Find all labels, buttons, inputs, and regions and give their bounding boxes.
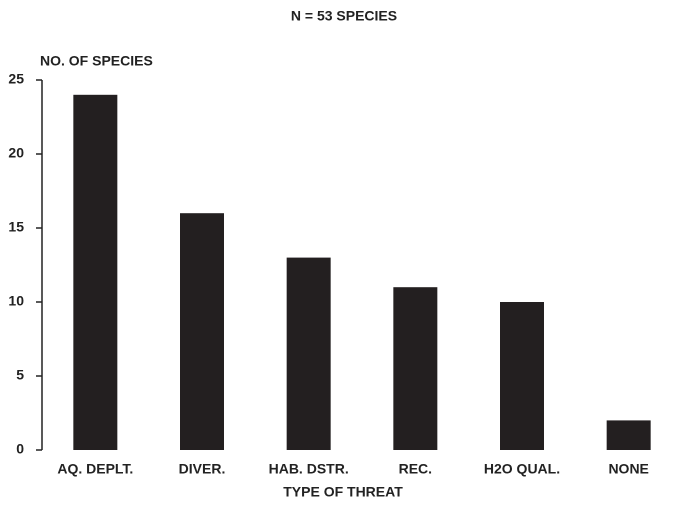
bar [606,420,651,450]
bar [500,302,544,450]
y-tick-label: 15 [8,219,24,235]
y-axis-label: NO. OF SPECIES [40,53,153,69]
y-tick-label: 25 [8,71,24,87]
bar [73,94,118,451]
x-tick-label: H2O QUAL. [484,461,560,477]
bar [393,287,438,450]
bar [286,257,331,450]
y-tick-label: 0 [16,441,24,457]
x-axis-label: TYPE OF THREAT [283,484,403,500]
x-tick-label: NONE [608,461,648,477]
y-tick-label: 10 [8,293,24,309]
bar [180,213,224,450]
x-tick-label: AQ. DEPLT. [57,461,133,477]
x-tick-label: REC. [399,461,432,477]
y-tick-label: 20 [8,145,24,161]
chart-title: N = 53 SPECIES [291,8,397,24]
y-tick-label: 5 [16,367,24,383]
x-tick-label: DIVER. [179,461,226,477]
x-tick-label: HAB. DSTR. [269,461,349,477]
